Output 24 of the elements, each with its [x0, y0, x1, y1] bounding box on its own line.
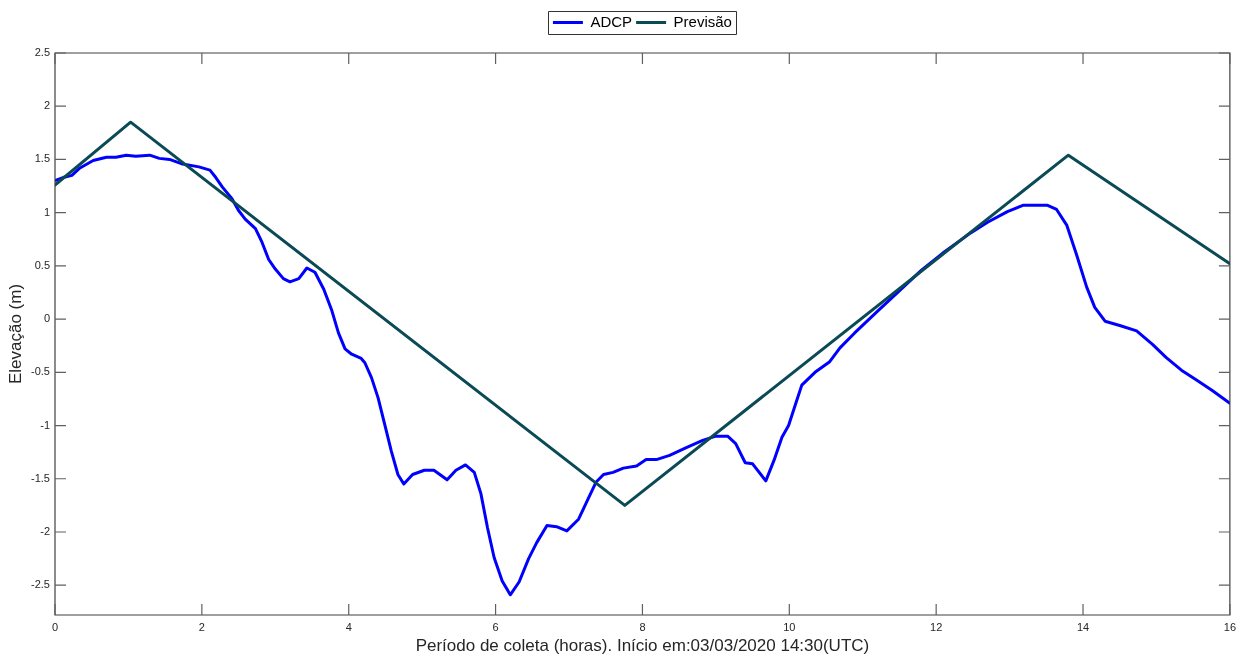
y-tick-label: -1: [40, 418, 50, 431]
y-tick-label: -0.5: [31, 365, 50, 378]
x-tick-label: 8: [639, 620, 646, 633]
x-tick-label: 4: [345, 620, 352, 633]
x-tick-label: 6: [492, 620, 499, 633]
y-tick-label: -2.5: [31, 578, 50, 591]
y-tick-label: 1.5: [34, 152, 50, 165]
y-tick-label: 2.5: [34, 46, 50, 59]
y-tick-label: 2: [43, 99, 50, 112]
x-tick-label: 14: [1076, 620, 1090, 633]
x-tick-label: 0: [51, 620, 59, 633]
legend-label: ADCP: [590, 12, 633, 30]
y-tick-label: -1.5: [31, 471, 50, 484]
y-axis-title: Elevação (m): [5, 283, 25, 385]
x-tick-label: 2: [198, 620, 205, 633]
y-tick-label: 0.5: [34, 258, 50, 271]
x-axis-title: Período de coleta (horas). Início em:03/03/2020 14:30(UTC): [415, 636, 870, 656]
y-tick-label: 0: [43, 312, 50, 325]
x-tick-label: 12: [930, 620, 943, 633]
y-tick-label: 1: [43, 205, 50, 218]
x-tick-label: 16: [1223, 620, 1237, 633]
y-tick-label: -2: [40, 525, 50, 538]
x-tick-label: 10: [783, 620, 796, 633]
legend-label: Previsão: [673, 12, 732, 30]
